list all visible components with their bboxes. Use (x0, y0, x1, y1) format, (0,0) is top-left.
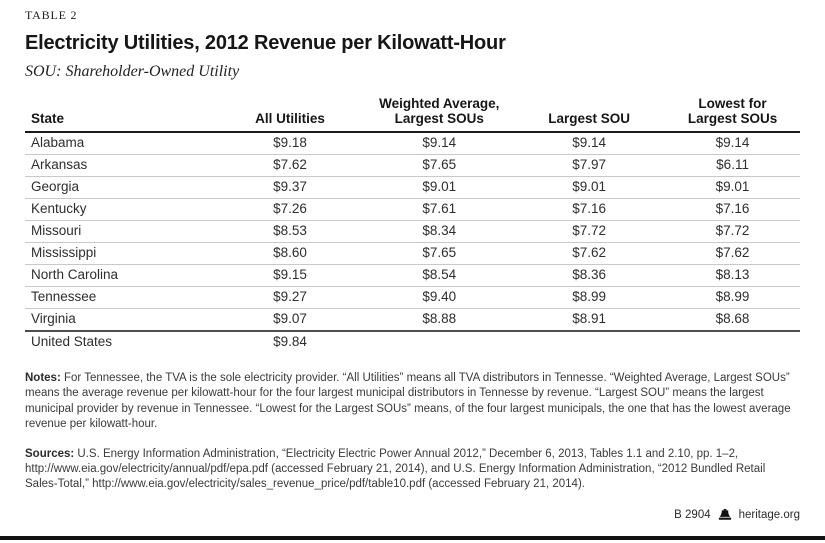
state-cell: Missouri (25, 220, 215, 243)
table-row-kentucky: Kentucky $7.26 $7.61 $7.16 $7.16 (25, 198, 800, 221)
largest-sou-cell: $7.72 (513, 220, 666, 243)
weighted-avg-cell (365, 331, 513, 353)
state-cell: Tennessee (25, 286, 215, 309)
website-text: heritage.org (738, 509, 800, 521)
lowest-cell (665, 331, 800, 353)
all-utilities-cell: $8.53 (214, 220, 366, 243)
weighted-avg-cell: $9.40 (365, 286, 514, 309)
col-header-largest-sou: Largest SOU (513, 96, 666, 133)
notes-paragraph: Notes: For Tennessee, the TVA is the sol… (25, 371, 800, 433)
all-utilities-cell: $9.15 (214, 264, 366, 287)
notes-label: Notes: (25, 372, 61, 384)
largest-sou-cell: $7.62 (513, 242, 666, 265)
table-row-alabama: Alabama $9.18 $9.14 $9.14 $9.14 (25, 132, 800, 155)
col-header-state: State (25, 96, 215, 133)
state-cell: Georgia (25, 176, 215, 199)
col-header-weighted-average: Weighted Average, Largest SOUs (365, 96, 514, 133)
lowest-cell: $7.72 (665, 220, 800, 243)
weighted-avg-cell: $9.14 (365, 132, 514, 155)
notes-text: For Tennessee, the TVA is the sole elect… (25, 372, 791, 431)
col-header-all-utilities: All Utilities (214, 96, 366, 133)
all-utilities-cell: $8.60 (214, 242, 366, 265)
weighted-avg-cell: $7.61 (365, 198, 514, 221)
state-cell: Kentucky (25, 198, 215, 221)
all-utilities-cell: $9.18 (214, 132, 366, 155)
largest-sou-cell: $8.91 (513, 308, 666, 332)
state-cell: Arkansas (25, 154, 215, 177)
col-header-weighted-line1: Weighted Average, (379, 96, 500, 111)
weighted-avg-cell: $8.54 (365, 264, 514, 287)
lowest-cell: $6.11 (665, 154, 800, 177)
table-body: Alabama $9.18 $9.14 $9.14 $9.14 Arkansas… (25, 132, 800, 353)
state-cell: United States (31, 334, 113, 349)
weighted-avg-cell: $7.65 (365, 154, 514, 177)
state-cell: Alabama (25, 132, 215, 155)
largest-sou-cell: $9.01 (513, 176, 666, 199)
lowest-cell: $9.01 (665, 176, 800, 199)
col-header-lowest-line1: Lowest for (698, 96, 767, 111)
all-utilities-cell: $9.37 (214, 176, 366, 199)
weighted-avg-cell: $7.65 (365, 242, 514, 265)
largest-sou-cell (513, 331, 665, 353)
lowest-cell: $7.62 (665, 242, 800, 265)
all-utilities-cell: $7.26 (214, 198, 366, 221)
state-cell: Mississippi (25, 242, 215, 265)
weighted-avg-cell: $8.34 (365, 220, 514, 243)
largest-sou-cell: $9.14 (513, 132, 666, 155)
document-footer: B 2904 heritage.org (674, 509, 800, 521)
all-utilities-cell: $7.62 (214, 154, 366, 177)
table-row-arkansas: Arkansas $7.62 $7.65 $7.97 $6.11 (25, 154, 800, 177)
col-header-lowest: Lowest for Largest SOUs (665, 96, 800, 133)
table-row-tennessee: Tennessee $9.27 $9.40 $8.99 $8.99 (25, 286, 800, 309)
table-row-north-carolina: North Carolina $9.15 $8.54 $8.36 $8.13 (25, 264, 800, 287)
table-row-united-states: United States $9.84 (25, 331, 800, 353)
state-cell: North Carolina (25, 264, 215, 287)
state-cell: Virginia (25, 308, 215, 332)
table-row-georgia: Georgia $9.37 $9.01 $9.01 $9.01 (25, 176, 800, 199)
sources-text: U.S. Energy Information Administration, … (25, 447, 766, 491)
weighted-avg-cell: $8.88 (365, 308, 514, 332)
largest-sou-cell: $7.97 (513, 154, 666, 177)
table-number-label: TABLE 2 (25, 8, 78, 22)
table-header: State All Utilities Weighted Average, Lar… (25, 96, 800, 133)
header-row: State All Utilities Weighted Average, Lar… (25, 96, 800, 133)
revenue-table: State All Utilities Weighted Average, Lar… (25, 96, 800, 353)
weighted-avg-cell: $9.01 (365, 176, 514, 199)
lowest-cell: $7.16 (665, 198, 800, 221)
lowest-cell: $8.99 (665, 286, 800, 309)
page-title: Electricity Utilities, 2012 Revenue per … (25, 32, 506, 54)
lowest-cell: $8.68 (665, 308, 800, 332)
page-subtitle: SOU: Shareholder-Owned Utility (25, 63, 240, 80)
table-row-virginia: Virginia $9.07 $8.88 $8.91 $8.68 (25, 308, 800, 332)
page-content: TABLE 2 Electricity Utilities, 2012 Reve… (25, 8, 800, 493)
all-utilities-cell: $9.84 (273, 334, 307, 349)
sources-paragraph: Sources: U.S. Energy Information Adminis… (25, 447, 800, 493)
largest-sou-cell: $7.16 (513, 198, 666, 221)
largest-sou-cell: $8.99 (513, 286, 666, 309)
largest-sou-cell: $8.36 (513, 264, 666, 287)
bottom-rule (0, 536, 825, 540)
col-header-weighted-line2: Largest SOUs (394, 111, 484, 126)
lowest-cell: $9.14 (665, 132, 800, 155)
all-utilities-cell: $9.07 (214, 308, 366, 332)
col-header-lowest-line2: Largest SOUs (687, 111, 778, 126)
table-row-mississippi: Mississippi $8.60 $7.65 $7.62 $7.62 (25, 242, 800, 265)
table-row-missouri: Missouri $8.53 $8.34 $7.72 $7.72 (25, 220, 800, 243)
document-id: B 2904 (674, 509, 711, 521)
all-utilities-cell: $9.27 (214, 286, 366, 309)
liberty-bell-icon (718, 509, 732, 521)
lowest-cell: $8.13 (665, 264, 800, 287)
sources-label: Sources: (25, 447, 75, 460)
